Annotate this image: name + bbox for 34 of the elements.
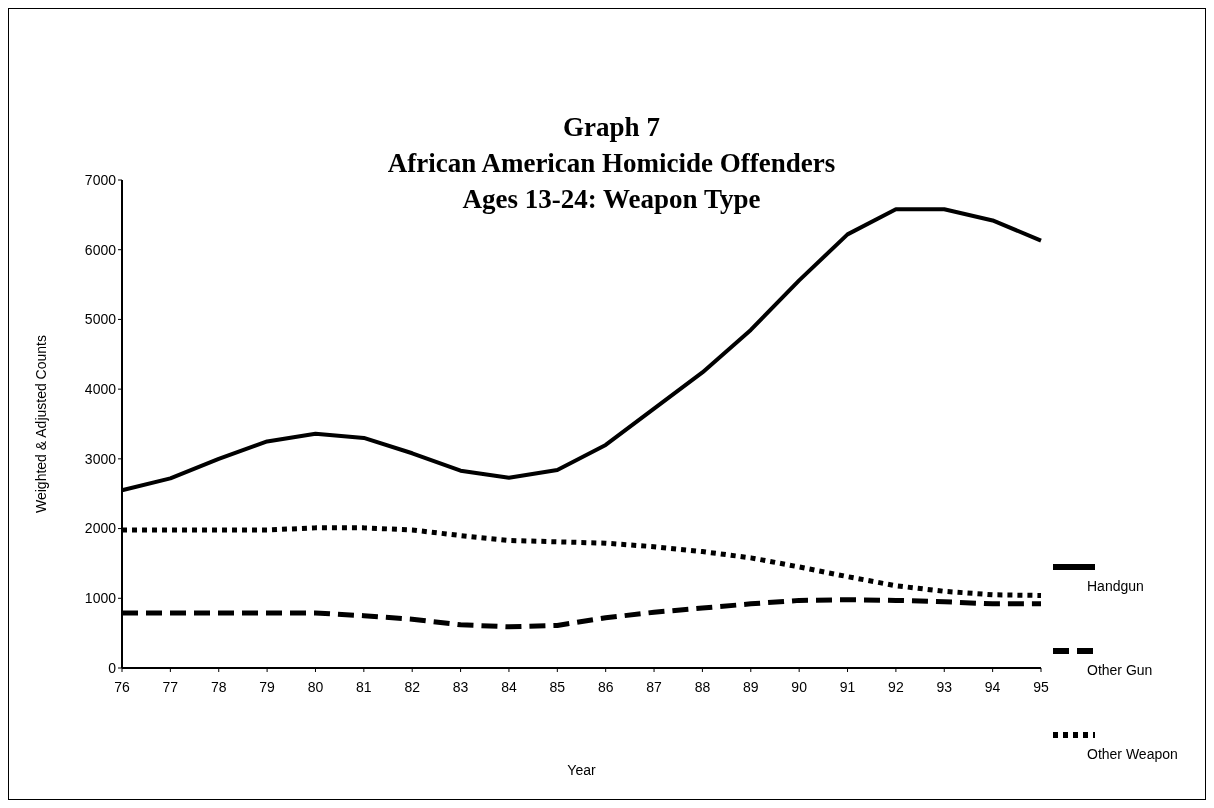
chart-title: Graph 7 African American Homicide Offenders Ages 13-24: Weapon Type [387,112,836,214]
y-tick-label: 3000 [84,450,117,467]
x-tick-label: 77 [162,679,179,695]
y-tick-label: 2000 [84,520,117,537]
x-tick-label: 84 [501,679,517,695]
x-tick-label: 78 [210,679,227,695]
y-axis-title: Weighted & Adjusted Counts [33,335,49,513]
x-tick-label: 86 [597,679,614,695]
y-tick-label: 7000 [84,171,117,188]
x-axis-title: Year [567,762,596,778]
x-tick-label: 85 [549,679,566,695]
y-tick-label: 6000 [84,241,117,258]
y-tick-label: 4000 [84,381,117,398]
x-tick-label: 91 [839,679,856,695]
x-tick-label: 83 [452,679,469,695]
x-tick-label: 89 [743,679,759,695]
x-tick-label: 94 [984,679,1001,695]
legend-label: Other Gun [1087,662,1153,678]
y-tick-label: 1000 [84,590,117,607]
x-tick-label: 80 [307,679,324,695]
x-tick-label: 82 [404,679,421,695]
x-tick-label: 87 [646,679,663,695]
x-tick-label: 92 [888,679,904,695]
legend-label: Handgun [1087,578,1144,594]
y-tick-label: 5000 [84,311,117,328]
legend-label: Other Weapon [1087,746,1178,762]
x-tick-label: 95 [1033,679,1049,695]
x-tick-label: 93 [936,679,953,695]
x-tick-label: 76 [114,679,130,695]
y-tick-label: 0 [108,659,117,676]
x-tick-label: 79 [259,679,276,695]
x-tick-label: 90 [791,679,808,695]
x-tick-label: 88 [694,679,711,695]
x-tick-label: 81 [356,679,372,695]
